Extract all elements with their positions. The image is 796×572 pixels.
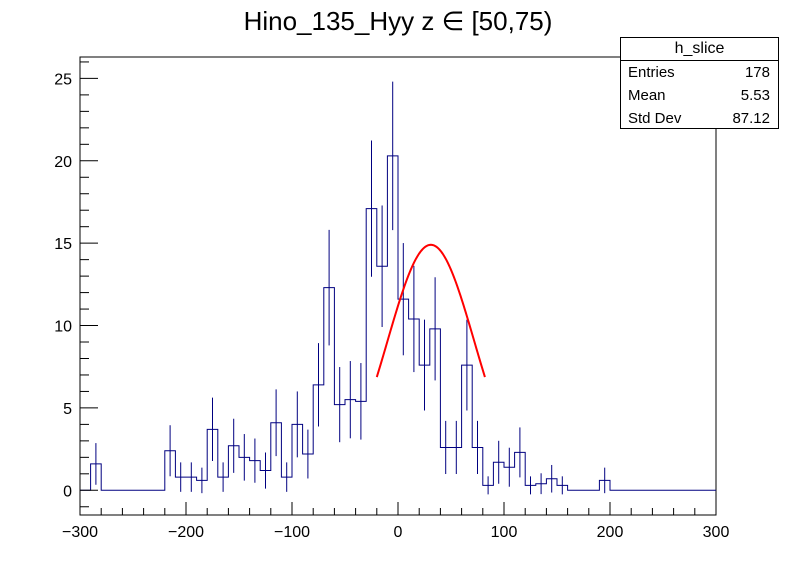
x-tick-label: 200 [597, 524, 624, 541]
y-tick-label: 20 [54, 154, 72, 171]
x-tick-label: −200 [168, 524, 204, 541]
stats-box: h_slice Entries 178 Mean 5.53 Std Dev 87… [620, 37, 779, 129]
y-tick-label: 25 [54, 71, 72, 88]
y-tick-label: 5 [63, 401, 72, 418]
fit-curve [375, 243, 486, 378]
y-tick-label: 0 [63, 483, 72, 500]
x-tick-label: 300 [703, 524, 730, 541]
stats-label: Std Dev [628, 110, 682, 127]
stats-box-title: h_slice [621, 38, 778, 61]
stats-value: 5.53 [740, 87, 770, 104]
stats-value: 87.12 [732, 110, 770, 127]
stats-row-mean: Mean 5.53 [621, 84, 778, 107]
stats-row-stddev: Std Dev 87.12 [621, 107, 778, 130]
histogram-outline [80, 155, 716, 491]
x-tick-label: 100 [491, 524, 518, 541]
stats-row-entries: Entries 178 [621, 61, 778, 84]
stats-value: 178 [744, 64, 770, 81]
y-tick-label: 10 [54, 319, 72, 336]
y-tick-label: 15 [54, 236, 72, 253]
stats-label: Entries [628, 64, 675, 81]
stats-label: Mean [628, 87, 666, 104]
x-tick-label: −300 [62, 524, 98, 541]
chart-title: Hino_135_Hyy z ∈ [50,75) [243, 6, 553, 36]
x-tick-label: −100 [274, 524, 310, 541]
x-tick-label: 0 [394, 524, 403, 541]
